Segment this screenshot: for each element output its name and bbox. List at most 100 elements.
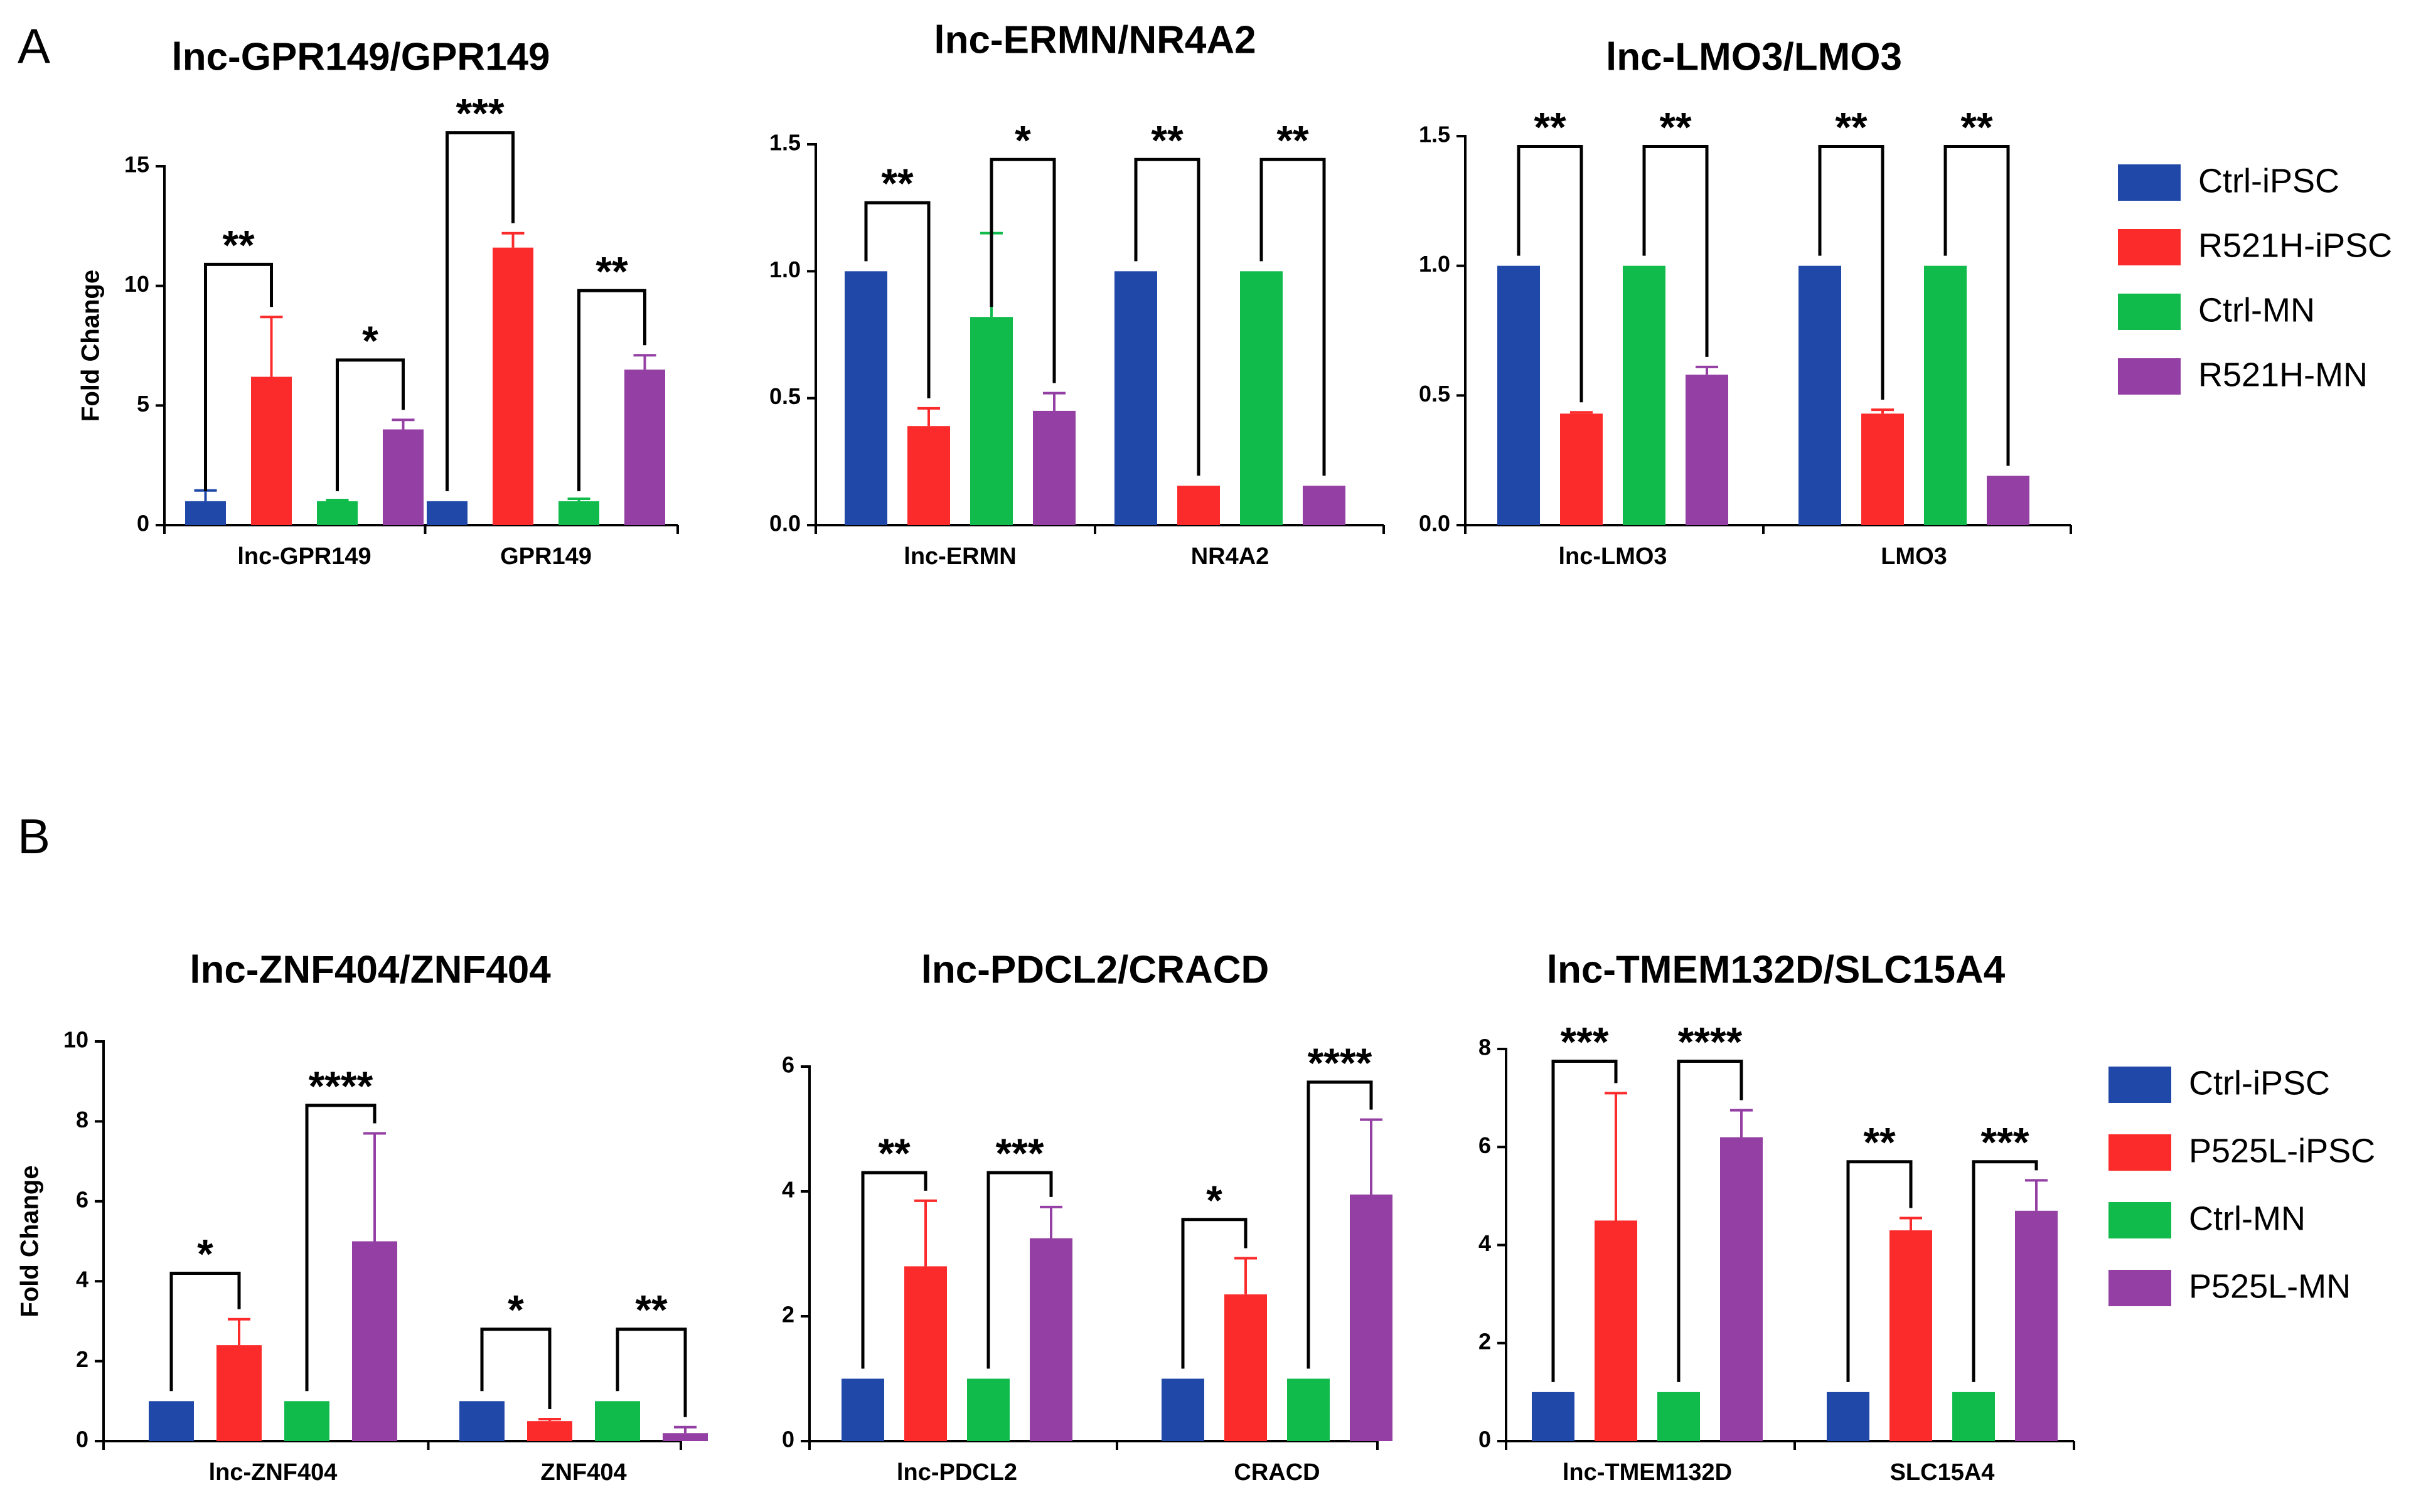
legend-B: Ctrl-iPSC P525L-iPSC Ctrl-MN P525L-MN: [2108, 1064, 2375, 1306]
bar-R521H-iPSC: [907, 426, 950, 525]
bar-Ctrl-MN: [558, 501, 599, 525]
y-tick-label: 10: [124, 271, 149, 297]
bar-P525L-MN: [1030, 1238, 1072, 1441]
y-tick-label: 0.5: [769, 383, 801, 409]
significance-label: ***: [1560, 1019, 1608, 1065]
x-tick-label: lnc-GPR149: [237, 543, 371, 570]
legend-swatch: [2108, 1134, 2171, 1171]
bar-Ctrl-MN: [284, 1401, 329, 1441]
bar-Ctrl-MN: [1623, 265, 1665, 525]
significance-bracket: [169, 1271, 241, 1392]
x-tick-label: lnc-LMO3: [1558, 543, 1667, 570]
bar-P525L-MN: [1720, 1137, 1763, 1441]
legend-swatch: [2118, 358, 2181, 395]
chart-3: lnc-LMO3/LMO3 0.0 0.5 1.0 1.5 lnc-LMO3 LMO3 ** *…: [1419, 35, 2072, 570]
legend-label: Ctrl-MN: [2189, 1200, 2306, 1237]
significance-label: **: [1960, 104, 1993, 151]
significance-bracket: [861, 1171, 927, 1369]
significance-bracket: [446, 131, 515, 491]
y-tick-label: 0: [76, 1427, 88, 1452]
significance-label: **: [1659, 104, 1692, 151]
significance-bracket: [864, 201, 931, 398]
bar-P525L-MN: [352, 1241, 397, 1441]
bar-P525L-iPSC: [527, 1421, 572, 1441]
significance-label: *: [197, 1230, 213, 1277]
legend-label: Ctrl-MN: [2198, 291, 2315, 329]
bar-Ctrl-MN: [317, 501, 358, 525]
bar-R521H-MN: [1033, 410, 1076, 525]
legend-label: P525L-MN: [2189, 1267, 2351, 1305]
significance-label: *: [362, 317, 378, 364]
bar-P525L-MN: [2015, 1210, 2058, 1441]
y-tick-label: 4: [782, 1177, 794, 1203]
x-tick-label: LMO3: [1881, 543, 1947, 570]
significance-label: ***: [995, 1130, 1044, 1176]
significance-bracket: [1818, 145, 1884, 400]
significance-bracket: [577, 289, 646, 491]
panel-label-a: A: [18, 18, 51, 73]
legend-swatch: [2118, 229, 2181, 265]
bar-P525L-iPSC: [216, 1345, 262, 1441]
bar-Ctrl-iPSC: [427, 501, 468, 525]
bar-Ctrl-MN: [1240, 271, 1283, 525]
bar-P525L-iPSC: [904, 1266, 947, 1441]
y-tick-label: 6: [1478, 1132, 1491, 1158]
bar-P525L-iPSC: [1595, 1220, 1637, 1441]
bar-R521H-iPSC: [1560, 413, 1603, 525]
x-tick-label: lnc-PDCL2: [897, 1459, 1017, 1486]
chart-6: lnc-TMEM132D/SLC15A4 0 2 4 6 8 lnc-TMEM132D SLC…: [1478, 948, 2075, 1486]
y-tick-label: 6: [782, 1052, 794, 1078]
significance-label: **: [1276, 117, 1309, 163]
significance-label: **: [1151, 117, 1184, 163]
significance-bracket: [336, 358, 405, 491]
bar-Ctrl-iPSC: [842, 1378, 884, 1441]
bar-Ctrl-MN: [967, 1378, 1010, 1441]
bar-P525L-MN: [663, 1433, 708, 1441]
y-tick-label: 6: [76, 1186, 88, 1212]
significance-label: *: [1015, 117, 1031, 163]
bar-R521H-MN: [1686, 375, 1728, 525]
chart-title: lnc-LMO3/LMO3: [1606, 35, 1902, 78]
significance-bracket: [1943, 145, 2010, 466]
bar-P525L-MN: [1350, 1194, 1392, 1441]
significance-bracket: [990, 157, 1056, 383]
chart-title: lnc-TMEM132D/SLC15A4: [1547, 948, 2006, 991]
x-tick-label: GPR149: [500, 543, 592, 570]
chart-title: lnc-PDCL2/CRACD: [921, 948, 1269, 991]
y-tick-label: 0.0: [1419, 511, 1450, 536]
panel-label-b: B: [18, 809, 51, 864]
significance-label: *: [1206, 1177, 1222, 1223]
x-tick-label: ZNF404: [540, 1459, 626, 1486]
x-tick-label: lnc-ZNF404: [209, 1459, 338, 1486]
bar-Ctrl-MN: [970, 317, 1013, 525]
chart-1: lnc-GPR149/GPR149 0 5 10 15 Fold Change lnc-GP…: [77, 35, 679, 570]
legend-swatch: [2108, 1270, 2171, 1306]
significance-label: ****: [1308, 1040, 1372, 1086]
bar-Ctrl-iPSC: [149, 1401, 194, 1441]
x-tick-label: NR4A2: [1191, 543, 1269, 570]
chart-title: lnc-ERMN/NR4A2: [934, 18, 1256, 61]
significance-bracket: [1259, 157, 1326, 476]
legend-swatch: [2108, 1202, 2171, 1238]
significance-bracket: [480, 1328, 552, 1409]
significance-bracket: [1307, 1080, 1373, 1369]
bar-Ctrl-MN: [595, 1401, 640, 1441]
legend-label: P525L-iPSC: [2189, 1132, 2375, 1169]
y-tick-label: 5: [137, 391, 149, 417]
legend-swatch: [2118, 294, 2181, 330]
y-tick-label: 1.5: [769, 130, 801, 156]
y-tick-label: 2: [76, 1346, 88, 1372]
y-axis-label: Fold Change: [16, 1165, 44, 1317]
bar-R521H-iPSC: [1861, 413, 1904, 525]
bar-Ctrl-MN: [1287, 1378, 1330, 1441]
significance-label: **: [878, 1130, 911, 1176]
legend-label: Ctrl-iPSC: [2189, 1064, 2330, 1102]
bar-Ctrl-MN: [1657, 1392, 1700, 1441]
y-tick-label: 0: [782, 1427, 794, 1452]
significance-bracket: [204, 262, 273, 491]
bar-Ctrl-iPSC: [1532, 1392, 1574, 1441]
significance-bracket: [1642, 145, 1709, 357]
bar-Ctrl-MN: [1924, 265, 1967, 525]
y-tick-label: 2: [1478, 1328, 1491, 1354]
